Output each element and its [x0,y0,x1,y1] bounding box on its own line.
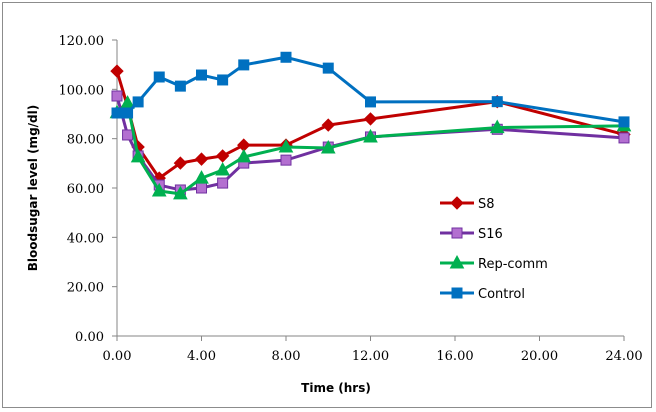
data-point-s8 [110,64,124,78]
data-point-rep-comm [151,182,167,197]
series-control [111,51,630,128]
legend-marker [451,287,463,299]
legend-item-control: Control [440,287,525,302]
legend-label: Rep-comm [478,257,548,272]
data-point-s8 [194,152,209,166]
x-tick-label: 20.00 [521,349,558,364]
series-line-control [117,55,625,124]
legend: S8 S16 Rep-comm Control [440,196,548,302]
data-point-control [365,96,376,108]
data-point-s8 [173,156,188,170]
data-point-control [491,96,503,108]
legend-item-s8: S8 [440,196,495,212]
x-axis-title: Time (hrs) [301,381,371,395]
data-point-rep-comm [236,148,252,163]
data-point-control [217,74,229,86]
y-tick-label: 120.00 [59,34,105,49]
data-point-rep-comm [130,148,146,163]
data-point-control [322,62,334,74]
data-point-s8 [215,149,230,163]
series-layer [109,51,632,200]
data-point-s8 [363,112,378,126]
x-ticks: 0.00 4.00 8.00 12.00 16.00 20.00 24.00 [103,336,643,364]
legend-marker [451,227,463,239]
data-point-s16 [111,90,123,102]
legend-marker [450,196,464,210]
data-point-rep-comm [215,161,230,176]
data-point-control [174,80,186,92]
y-tick-label: 80.00 [67,133,104,148]
legend-item-rep-comm: Rep-comm [440,254,548,272]
data-point-s16 [280,154,292,166]
data-point-control [196,69,207,81]
y-tick-label: 100.00 [59,83,105,98]
y-ticks: 0.00 20.00 40.00 60.00 80.00 100.00 120.00 [59,34,117,345]
data-point-rep-comm [173,185,188,200]
x-tick-label: 8.00 [272,349,301,364]
x-tick-label: 24.00 [605,349,642,364]
y-tick-label: 20.00 [67,281,104,296]
y-tick-label: 40.00 [67,231,104,246]
data-point-control [618,116,630,128]
data-point-control [153,71,165,83]
data-point-s16 [217,177,229,189]
y-tick-label: 0.00 [75,330,104,345]
data-point-control [238,59,250,71]
legend-label: S16 [478,227,503,242]
data-point-rep-comm [320,139,336,154]
legend-item-s16: S16 [440,227,503,242]
x-tick-label: 16.00 [436,349,473,364]
x-tick-label: 0.00 [103,349,132,364]
y-tick-label: 60.00 [67,182,104,197]
data-point-rep-comm [489,119,505,134]
legend-label: Control [478,287,525,302]
data-point-control [280,51,292,63]
data-point-rep-comm [278,139,294,153]
data-point-s16 [618,132,630,144]
data-point-control [111,107,123,119]
data-point-s8 [321,118,335,132]
data-point-rep-comm [363,128,378,143]
data-point-control [122,107,134,119]
x-tick-label: 12.00 [352,349,389,364]
data-point-s16 [196,182,207,194]
legend-label: S8 [478,197,495,212]
y-axis-title: Bloodsugar level (mg/dl) [26,105,40,271]
data-point-control [132,96,144,108]
data-point-s16 [122,129,134,141]
data-point-rep-comm [194,170,209,184]
legend-marker [449,254,465,269]
x-tick-label: 4.00 [187,349,216,364]
